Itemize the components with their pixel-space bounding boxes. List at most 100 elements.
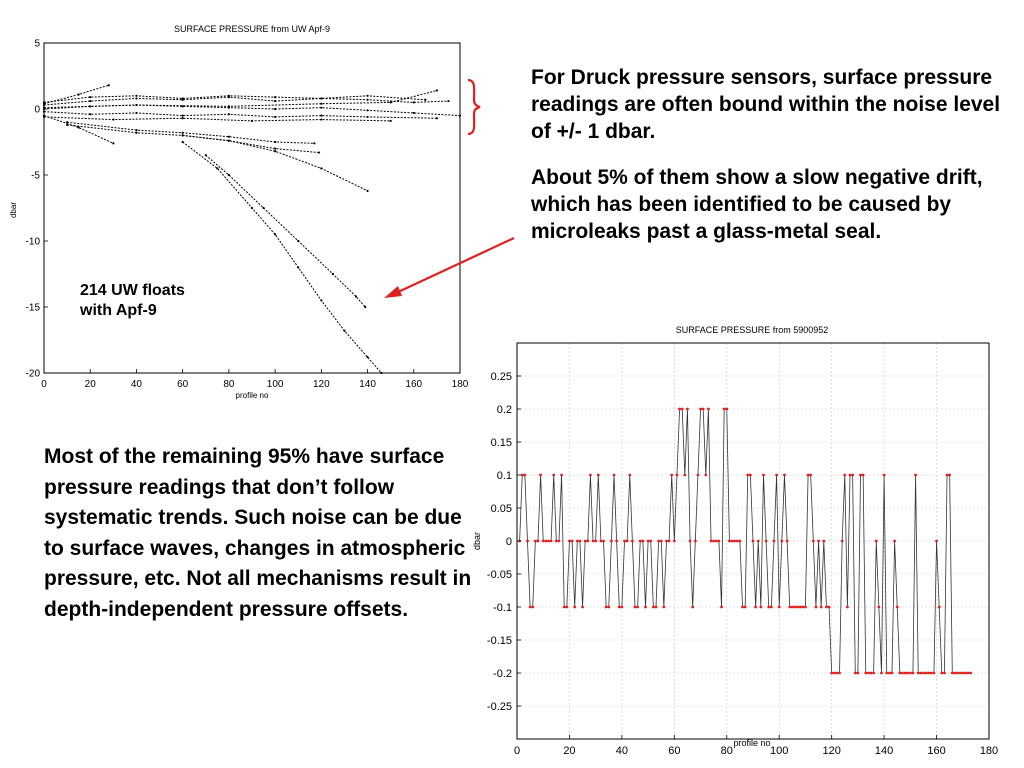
chart1-ylabel: dbar: [9, 202, 18, 218]
chart1-series-line: [43, 115, 114, 144]
chart2-data-point: [953, 671, 957, 675]
chart1-series-line: [67, 124, 320, 154]
chart2-data-point: [667, 539, 671, 543]
chart2-data-point: [570, 539, 574, 543]
chart2-data-point: [793, 605, 797, 609]
chart2-data-point: [536, 539, 540, 543]
chart2-x-tick-label: 20: [563, 745, 575, 757]
chart2-data-point: [903, 671, 907, 675]
chart2-data-point: [748, 473, 752, 477]
chart1-data-point: [262, 206, 265, 210]
chart2-data-point: [717, 539, 721, 543]
chart2-data-point: [565, 605, 569, 609]
chart2-data-point: [738, 539, 742, 543]
right-text-block: For Druck pressure sensors, surface pres…: [531, 64, 1009, 245]
chart2-data-point: [958, 671, 962, 675]
chart2-data-point: [568, 539, 571, 543]
chart1-data-point: [42, 114, 46, 117]
chart2-data-point: [604, 605, 608, 609]
chart2-data-point: [636, 605, 640, 609]
chart1-series-line: [182, 141, 382, 374]
chart2-x-tick-label: 140: [875, 745, 893, 757]
chart2-data-point: [785, 539, 789, 543]
chart2-data-point: [586, 539, 590, 543]
chart2-data-point: [853, 671, 857, 675]
chart1-data-point: [435, 117, 438, 120]
remaining-floats-paragraph: Most of the remaining 95% have surface p…: [44, 445, 472, 621]
chart1-data-point: [135, 103, 138, 107]
chart2-data-point: [943, 671, 946, 675]
druck-sensor-paragraph: For Druck pressure sensors, surface pres…: [531, 66, 1001, 143]
chart2-data-point: [830, 671, 834, 675]
chart1-series-line: [67, 121, 315, 144]
chart2-data-point: [743, 605, 747, 609]
chart2-data-point: [544, 539, 548, 543]
chart2-data-point: [573, 605, 577, 609]
chart2-data-point: [672, 539, 676, 543]
chart2-data-point: [840, 539, 844, 543]
chart1-data-point: [112, 118, 115, 121]
chart2-data-point: [735, 539, 739, 543]
chart2-data-point: [591, 539, 595, 543]
chart2-data-point: [712, 539, 716, 543]
chart1-data-point: [135, 131, 138, 134]
chart1-data-point: [135, 129, 138, 132]
chart1-data-point: [135, 94, 138, 97]
chart1-data-point: [42, 110, 46, 113]
chart2-data-point: [864, 671, 868, 675]
chart1-data-point: [313, 142, 316, 145]
chart2-data-point: [596, 473, 600, 477]
chart1-data-point: [107, 84, 110, 87]
chart2-data-point: [615, 539, 619, 543]
chart2-data-point: [966, 671, 970, 675]
chart1-data-point: [274, 115, 277, 119]
chart1-data-point: [366, 356, 369, 359]
chart2-data-point: [610, 539, 613, 543]
float-5900952-pressure-chart: SURFACE PRESSURE from 5900952 0 20 40 60 80 1…: [472, 325, 998, 757]
chart1-data-point: [250, 119, 254, 122]
chart2-data-point: [848, 473, 852, 477]
chart2-data-point: [651, 605, 655, 609]
noise-band-brace: [467, 78, 481, 136]
chart2-data-point: [809, 473, 813, 477]
chart1-data-point: [320, 167, 323, 170]
chart2-x-tick-label: 40: [616, 745, 628, 757]
chart2-data-point: [775, 473, 778, 477]
chart2-data-point: [662, 605, 666, 609]
chart2-data-point: [911, 671, 915, 675]
chart2-y-tick-label: -0.05: [487, 569, 512, 581]
chart2-title: SURFACE PRESSURE from 5900952: [676, 325, 829, 335]
chart2-data-point: [856, 671, 860, 675]
chart1-data-point: [435, 89, 438, 92]
chart2-data-point: [798, 605, 802, 609]
chart1-data-point: [227, 94, 230, 97]
chart2-data-point: [835, 671, 839, 675]
chart2-data-point: [562, 605, 566, 609]
drift-paragraph: About 5% of them show a slow negative dr…: [531, 166, 983, 243]
chart1-data-point: [366, 109, 369, 112]
chart2-y-tick-label: -0.15: [487, 635, 512, 647]
chart2-data-point: [560, 473, 563, 477]
chart2-data-point: [801, 605, 805, 609]
chart2-data-point: [557, 539, 561, 543]
chart2-data-point: [929, 671, 933, 675]
chart1-y-tick-label: -5: [31, 171, 40, 182]
chart1-x-tick-label: 40: [131, 379, 143, 390]
chart2-data-point: [578, 539, 582, 543]
chart2-data-point: [589, 473, 592, 477]
chart2-data-point: [583, 539, 587, 543]
chart2-data-point: [707, 407, 710, 411]
chart2-data-point: [594, 539, 598, 543]
chart2-data-point: [607, 605, 611, 609]
chart1-data-point: [227, 139, 230, 142]
apf9-pressure-chart: SURFACE PRESSURE from UW Apf-9 0 20 40 60 80…: [9, 24, 469, 400]
chart2-x-tick-label: 80: [721, 745, 733, 757]
chart2-data-point: [922, 671, 925, 675]
chart1-series-group: [42, 84, 462, 375]
chart2-data-point: [599, 539, 603, 543]
chart2-x-tick-label: 160: [927, 745, 945, 757]
chart1-data-point: [66, 121, 69, 124]
chart2-data-point: [670, 473, 674, 477]
chart2-data-point: [602, 539, 605, 543]
chart1-y-tick-label: -15: [26, 303, 41, 314]
